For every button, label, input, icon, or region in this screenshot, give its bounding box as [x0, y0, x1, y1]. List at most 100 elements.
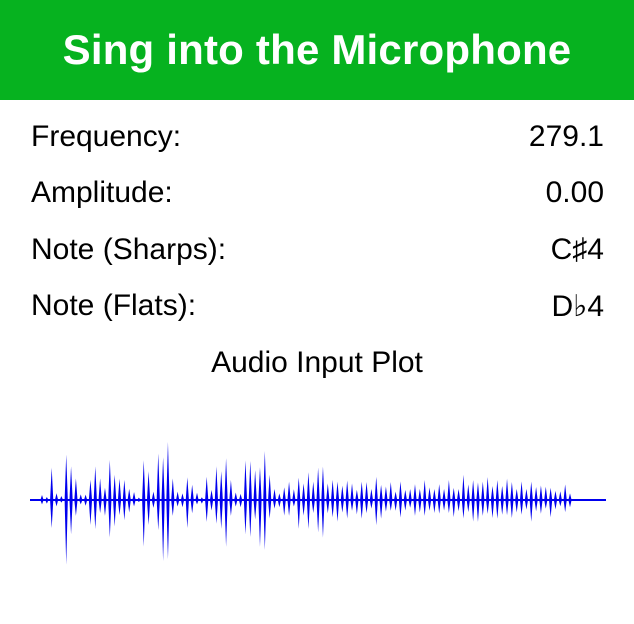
waveform-spike: [301, 483, 306, 516]
waveform-spike: [544, 486, 548, 509]
waveform-spike: [355, 489, 359, 515]
waveform-spike: [476, 482, 480, 522]
waveform-spike: [205, 476, 209, 522]
waveform-spike: [432, 488, 436, 513]
waveform-spike: [234, 492, 238, 507]
waveform-spike: [59, 496, 63, 503]
waveform-spike: [427, 487, 432, 511]
waveform-spike: [98, 478, 102, 513]
waveform-spike: [447, 480, 451, 513]
note-sharps-label: Note (Sharps):: [31, 233, 227, 266]
waveform-spike: [529, 481, 533, 522]
waveform-spike: [195, 492, 199, 505]
waveform-spike: [423, 480, 427, 516]
waveform-spike: [74, 478, 78, 516]
waveform-spike: [151, 491, 156, 508]
frequency-label: Frequency:: [31, 120, 182, 153]
waveform-spike: [64, 454, 68, 565]
amplitude-label: Amplitude:: [31, 176, 173, 209]
note-flats-label: Note (Flats):: [31, 289, 197, 322]
note-flats-row: Note (Flats): D♭4: [31, 286, 604, 326]
waveform-spike: [88, 479, 93, 525]
waveform-spike: [510, 482, 514, 518]
waveform-spike: [495, 480, 499, 519]
waveform-spike: [50, 467, 54, 529]
waveform-spike: [316, 467, 320, 533]
waveform-spike: [54, 493, 59, 507]
waveform-spike: [224, 458, 228, 547]
waveform-spike: [219, 471, 223, 529]
note-sharps-value: C♯4: [550, 233, 604, 266]
waveform-spike: [563, 484, 567, 513]
waveform-spike: [524, 488, 529, 510]
waveform-spike: [369, 488, 373, 509]
frequency-value: 279.1: [528, 120, 604, 153]
waveform-spike: [214, 466, 218, 524]
waveform-spike: [466, 484, 470, 513]
waveform-spike: [471, 480, 475, 522]
waveform-spike: [549, 487, 553, 518]
waveform-spike: [345, 480, 349, 519]
waveform-spike: [311, 481, 315, 513]
waveform-spike: [248, 460, 252, 537]
waveform-spike: [442, 488, 446, 511]
waveform-spike: [185, 477, 189, 529]
waveform-spike: [272, 488, 277, 509]
title-bar: Sing into the Microphone: [0, 0, 634, 100]
waveform-spike: [127, 488, 131, 513]
waveform-spike: [297, 477, 301, 529]
waveform-spike: [379, 484, 383, 519]
waveform-spike: [456, 488, 461, 512]
waveform-spike: [335, 481, 340, 522]
waveform-spike: [113, 474, 117, 527]
waveform-spike: [408, 488, 412, 508]
waveform-spike: [500, 485, 504, 515]
waveform-spike: [122, 479, 126, 521]
waveform-spike: [258, 467, 262, 547]
waveform-spike: [268, 474, 272, 519]
waveform-spike: [45, 496, 49, 504]
waveform-spike: [229, 480, 233, 516]
waveform-spike: [103, 487, 107, 516]
waveform-spike: [277, 493, 281, 508]
waveform-spike: [253, 470, 257, 520]
waveform-spike: [558, 491, 562, 507]
waveform-spike: [171, 478, 175, 516]
frequency-row: Frequency: 279.1: [31, 117, 604, 157]
waveform-spike: [331, 479, 335, 518]
waveform-spike: [282, 487, 286, 516]
waveform-spike: [326, 483, 330, 514]
waveform-spike: [568, 493, 572, 508]
waveform-spike: [350, 483, 354, 511]
waveform-spike: [263, 451, 267, 550]
waveform-spike: [239, 493, 243, 508]
note-sharps-row: Note (Sharps): C♯4: [31, 230, 604, 270]
waveform-spike: [505, 478, 509, 516]
waveform-spike: [389, 482, 393, 511]
waveform-spike: [137, 497, 141, 503]
waveform-spike: [413, 484, 417, 516]
waveform-svg: [30, 441, 606, 565]
waveform-spike: [398, 481, 403, 518]
waveform-spike: [321, 466, 325, 538]
waveform-spike: [364, 482, 369, 514]
waveform-spike: [384, 486, 388, 512]
waveform-spike: [403, 489, 407, 511]
waveform-spike: [553, 490, 558, 510]
waveform-spike: [117, 478, 122, 516]
waveform-spike: [437, 484, 441, 514]
waveform-spikes: [40, 441, 572, 565]
waveform-spike: [209, 489, 214, 511]
waveform-spike: [292, 489, 296, 507]
waveform-spike: [108, 460, 112, 538]
waveform-spike: [452, 487, 456, 518]
waveform-spike: [340, 485, 344, 513]
waveform-spike: [132, 492, 136, 507]
waveform-spike: [79, 494, 83, 505]
waveform-spike: [519, 481, 524, 515]
waveform-spike: [180, 493, 185, 508]
waveform-spike: [418, 488, 422, 513]
plot-title: Audio Input Plot: [211, 346, 423, 379]
waveform-spike: [166, 441, 170, 560]
note-flats-value: D♭4: [551, 289, 605, 323]
